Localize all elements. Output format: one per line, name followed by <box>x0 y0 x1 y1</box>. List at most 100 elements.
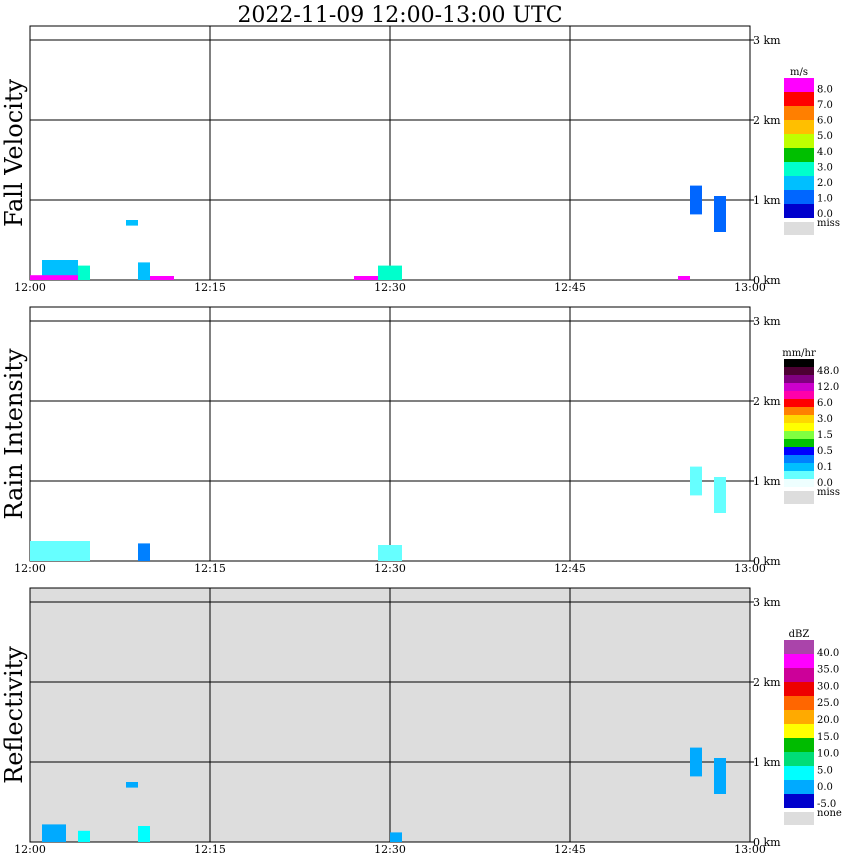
echo-cell <box>714 477 726 513</box>
x-tick-label: 12:00 <box>14 562 46 575</box>
chart-title: 2022-11-09 12:00-13:00 UTC <box>237 3 562 28</box>
echo-cell <box>690 466 702 496</box>
colorbar-label: 0.5 <box>817 446 833 457</box>
colorbar-label: 5.0 <box>817 131 833 142</box>
echo-cell <box>690 747 702 777</box>
colorbar-label: 4.0 <box>817 147 833 158</box>
x-tick-label: 12:00 <box>14 281 46 294</box>
colorbar-swatch <box>784 640 814 654</box>
colorbar-missing-label: miss <box>817 218 840 229</box>
colorbar-swatch <box>784 479 814 487</box>
colorbar-swatch <box>784 471 814 479</box>
colorbar-swatch <box>784 190 814 204</box>
colorbar-swatch <box>784 359 814 367</box>
colorbar-label: 12.0 <box>817 382 839 393</box>
colorbar-label: 10.0 <box>817 749 839 760</box>
colorbar-label: 5.0 <box>817 765 833 776</box>
colorbar-swatch <box>784 682 814 696</box>
y-axis-label: Reflectivity <box>0 646 28 784</box>
colorbar-label: 2.0 <box>817 178 833 189</box>
colorbar-swatch <box>784 431 814 439</box>
x-tick-label: 13:00 <box>734 562 766 575</box>
echo-cell <box>714 758 726 794</box>
colorbar-swatch <box>784 375 814 383</box>
colorbar-missing-swatch <box>784 222 814 235</box>
echo-cell <box>138 826 150 842</box>
colorbar-swatch <box>784 120 814 134</box>
echo-cell <box>30 541 90 561</box>
y-tick-label: 1 km <box>753 475 781 488</box>
colorbar-swatch <box>784 447 814 455</box>
colorbar-swatch <box>784 92 814 106</box>
colorbar-unit: m/s <box>790 67 808 78</box>
colorbar-label: 35.0 <box>817 665 839 676</box>
y-tick-label: 2 km <box>753 676 781 689</box>
colorbar-label: 0.0 <box>817 478 833 489</box>
colorbar-swatch <box>784 794 814 808</box>
colorbar-label: 7.0 <box>817 100 833 111</box>
colorbar-swatch <box>784 134 814 148</box>
echo-cell <box>78 830 90 842</box>
panel-2: 0 km 1 km 2 km 3 km 12:00 12:15 12:30 12:45 13:0… <box>0 587 842 856</box>
colorbar-swatch <box>784 204 814 218</box>
colorbar-swatch <box>784 752 814 766</box>
colorbar-label: 15.0 <box>817 732 839 743</box>
colorbar-unit: dBZ <box>789 629 810 640</box>
echo-cell <box>78 265 90 280</box>
echo-cell <box>714 196 726 232</box>
echo-cell <box>354 276 378 280</box>
colorbar-swatch <box>784 455 814 463</box>
x-tick-label: 12:00 <box>14 843 46 856</box>
colorbar-swatch <box>784 391 814 399</box>
colorbar-missing-label: miss <box>817 487 840 498</box>
echo-cell <box>42 824 66 842</box>
colorbar-label: 30.0 <box>817 681 839 692</box>
colorbar-swatch <box>784 407 814 415</box>
colorbar-label: 25.0 <box>817 698 839 709</box>
colorbar-label: 1.5 <box>817 430 833 441</box>
echo-cell <box>390 832 402 842</box>
echo-cell <box>138 543 150 561</box>
colorbar-label: 0.1 <box>817 462 833 473</box>
colorbar-label: 1.0 <box>817 193 833 204</box>
colorbar-missing-swatch <box>784 812 814 825</box>
echo-cell <box>126 220 138 226</box>
y-tick-label: 0 km <box>753 555 781 568</box>
colorbar-swatch <box>784 162 814 176</box>
echo-cell <box>126 782 138 788</box>
colorbar-swatch <box>784 78 814 92</box>
echo-cell <box>690 185 702 215</box>
colorbar-swatch <box>784 766 814 780</box>
echo-cell <box>138 262 150 280</box>
colorbar-swatch <box>784 696 814 710</box>
colorbar-label: 0.0 <box>817 209 833 220</box>
x-tick-label: 12:15 <box>194 843 226 856</box>
colorbar-swatch <box>784 654 814 668</box>
colorbar-label: 48.0 <box>817 366 839 377</box>
x-tick-label: 12:45 <box>554 562 586 575</box>
colorbar-swatch <box>784 439 814 447</box>
echo-cell <box>42 260 78 280</box>
y-tick-label: 3 km <box>753 596 781 609</box>
x-tick-label: 13:00 <box>734 281 766 294</box>
echo-cell <box>150 276 174 280</box>
y-axis-label: Rain Intensity <box>0 348 28 520</box>
colorbar-label: 20.0 <box>817 715 839 726</box>
echo-cell <box>378 265 402 280</box>
colorbar-swatch <box>784 710 814 724</box>
y-tick-label: 3 km <box>753 34 781 47</box>
colorbar-swatch <box>784 463 814 471</box>
colorbar-label: 0.0 <box>817 782 833 793</box>
y-tick-label: 1 km <box>753 756 781 769</box>
y-tick-label: 1 km <box>753 194 781 207</box>
colorbar-swatch <box>784 383 814 391</box>
echo-cell <box>378 545 402 561</box>
x-tick-label: 12:45 <box>554 281 586 294</box>
colorbar-label: 3.0 <box>817 414 833 425</box>
colorbar-swatch <box>784 724 814 738</box>
colorbar-swatch <box>784 668 814 682</box>
colorbar-swatch <box>784 423 814 431</box>
x-tick-label: 12:15 <box>194 281 226 294</box>
colorbar-swatch <box>784 415 814 423</box>
y-tick-label: 2 km <box>753 114 781 127</box>
